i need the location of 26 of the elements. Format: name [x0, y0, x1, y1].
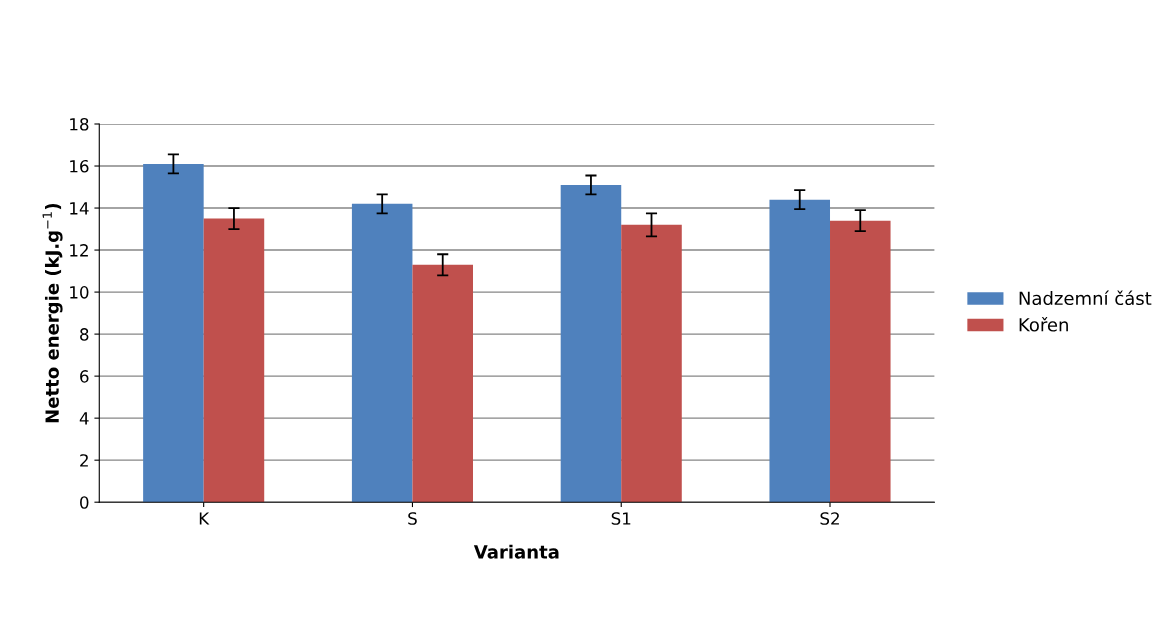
legend-label: Nadzemní část — [1019, 290, 1152, 306]
bar — [203, 218, 265, 503]
y-tick-label: 6 — [80, 370, 89, 383]
bar — [560, 184, 622, 503]
y-tick-label: 14 — [70, 202, 89, 215]
legend-label: Kořen — [1019, 316, 1068, 332]
x-axis-title: Varianta — [473, 544, 559, 559]
y-tick-label: 8 — [80, 328, 89, 341]
x-tick-label: S — [408, 512, 417, 525]
y-tick-label: 2 — [80, 454, 88, 467]
y-tick-label: 16 — [70, 159, 89, 173]
y-axis-title: Netto energie (kJ.g$^{−1}$) — [42, 203, 63, 423]
bar — [351, 203, 413, 503]
bar — [830, 220, 891, 503]
y-tick-label: 18 — [70, 117, 89, 131]
x-tick-label: S2 — [820, 512, 839, 525]
y-tick-label: 0 — [80, 496, 89, 509]
bar — [769, 199, 831, 503]
y-tick-label: 12 — [70, 244, 88, 257]
y-tick-label: 4 — [79, 412, 89, 425]
bar — [412, 264, 473, 503]
x-tick-label: K — [199, 512, 210, 525]
bar — [143, 163, 204, 503]
bar — [621, 224, 682, 503]
x-tick-label: S1 — [611, 512, 631, 525]
y-tick-label: 10 — [70, 286, 89, 299]
